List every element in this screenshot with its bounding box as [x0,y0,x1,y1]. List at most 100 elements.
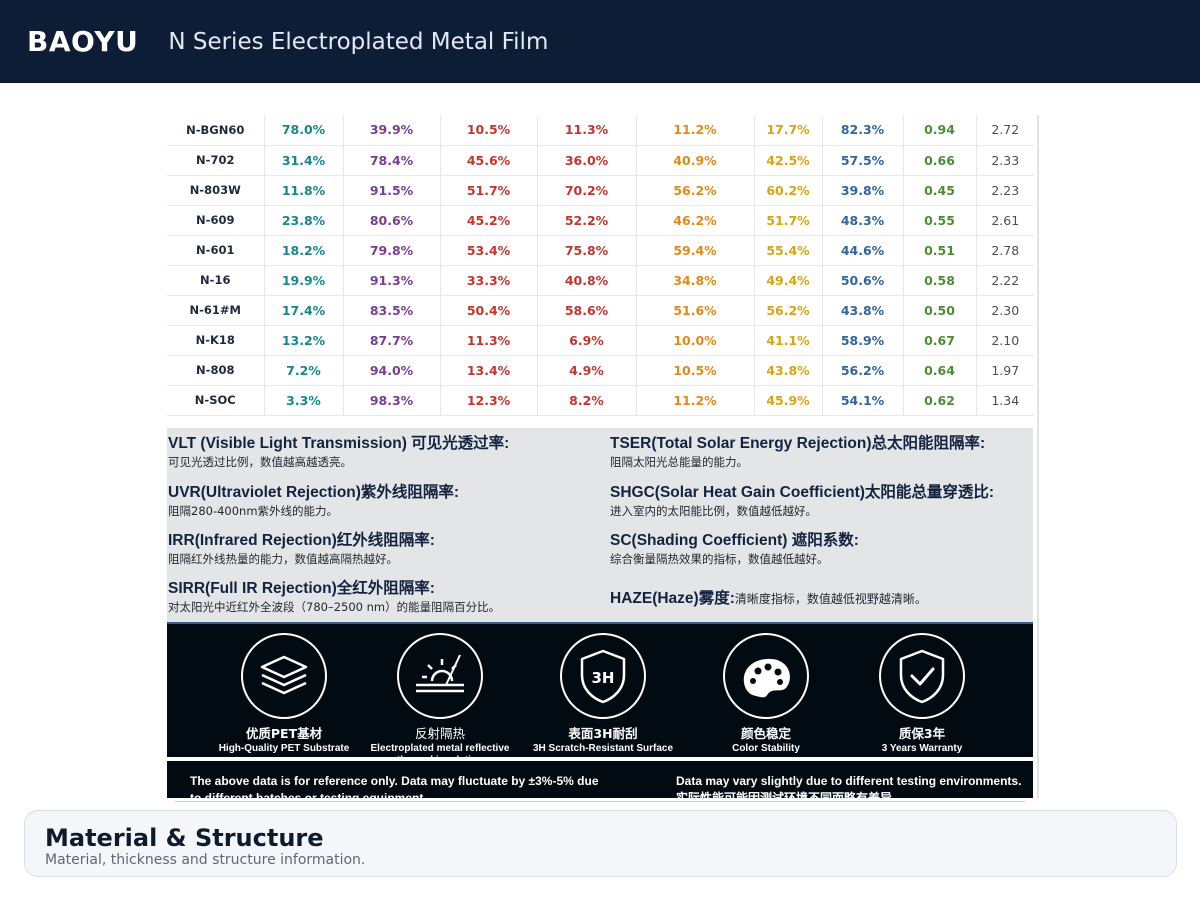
cell-vlt: 19.9% [264,265,344,296]
divider [175,801,1025,802]
cell-sirr: 4.9% [537,355,637,386]
cell-vlt: 3.3% [264,385,344,416]
cell-irr: 12.3% [440,385,538,416]
cell-shgc: 17.7% [754,115,823,146]
cell-sirr: 6.9% [537,325,637,356]
cell-sirr: 52.2% [537,205,637,236]
cell-haze: 0.94 [903,115,977,146]
cell-sc: 56.2% [822,355,904,386]
cell-vlt: 17.4% [264,295,344,326]
cell-model: N-BGN60 [167,115,265,146]
cell-irr: 50.4% [440,295,538,326]
brand-logo[interactable]: BAOYU [27,25,139,58]
definition-title: VLT (Visible Light Transmission) 可见光透过率: [168,435,510,452]
cell-uvr: 79.8% [343,235,441,266]
feature-color-stability: 颜色稳定 Color Stability [681,624,851,755]
cell-col9: 2.23 [976,175,1034,206]
definition-desc: 可见光透过比例，数值越高越透亮。 [168,455,352,469]
cell-sirr: 36.0% [537,145,637,176]
definition-desc: 清晰度指标，数值越低视野越清晰。 [734,592,927,606]
definition-term: HAZE(Haze)雾度: [610,590,735,607]
shield-3h-label: 3H [592,669,615,687]
cell-sirr: 8.2% [537,385,637,416]
cell-sc: 43.8% [822,295,904,326]
disclaimer-right-zh: 实际性能可能因测试环境不同而略有差异。 [676,791,905,798]
cell-vlt: 23.8% [264,205,344,236]
cell-sc: 39.8% [822,175,904,206]
layers-icon [241,633,327,719]
top-bar: BAOYU N Series Electroplated Metal Film [0,0,1200,83]
cell-tser: 51.6% [636,295,755,326]
cell-vlt: 31.4% [264,145,344,176]
cell-tser: 11.2% [636,385,755,416]
definition-desc: 进入室内的太阳能比例，数值越低越好。 [610,504,817,518]
cell-uvr: 80.6% [343,205,441,236]
cell-shgc: 56.2% [754,295,823,326]
cell-sc: 50.6% [822,265,904,296]
cell-model: N-K18 [167,325,265,356]
cell-shgc: 45.9% [754,385,823,416]
definition-title: IRR(Infrared Rejection)红外线阻隔率: [168,532,435,549]
disclaimer-left: The above data is for reference only. Da… [190,774,599,798]
cell-model: N-803W [167,175,265,206]
cell-haze: 0.67 [903,325,977,356]
cell-uvr: 98.3% [343,385,441,416]
feature-label-zh: 优质PET基材 [245,726,323,741]
cell-uvr: 87.7% [343,325,441,356]
cell-sc: 44.6% [822,235,904,266]
cell-shgc: 41.1% [754,325,823,356]
cell-model: N-61#M [167,295,265,326]
definition-title: UVR(Ultraviolet Rejection)紫外线阻隔率: [168,484,460,501]
cell-irr: 33.3% [440,265,538,296]
table-row: N-61#M 17.4% 83.5% 50.4% 58.6% 51.6% 56.2% 43.8… [167,295,1034,326]
section-subtitle: Material, thickness and structure inform… [45,852,366,868]
page-title: N Series Electroplated Metal Film [168,28,549,55]
feature-label-zh: 反射隔热 [414,726,465,741]
cell-tser: 59.4% [636,235,755,266]
feature-label-en: 3H Scratch-Resistant Surface [532,743,674,754]
cell-uvr: 83.5% [343,295,441,326]
cell-sirr: 58.6% [537,295,637,326]
table-row: N-609 23.8% 80.6% 45.2% 52.2% 46.2% 51.7% 48.3%… [167,205,1034,236]
definition-desc: 阻隔红外线热量的能力，数值越高隔热越好。 [168,552,398,566]
section-title: Material & Structure [45,824,324,852]
table-row: N-803W 11.8% 91.5% 51.7% 70.2% 56.2% 60.2% 39.8… [167,175,1034,206]
cell-irr: 53.4% [440,235,538,266]
cell-haze: 0.55 [903,205,977,236]
cell-vlt: 13.2% [264,325,344,356]
cell-model: N-808 [167,355,265,386]
feature-reflective-insulation: 反射隔热 Electroplated metal reflective ther… [355,624,525,767]
definition-sirr: SIRR(Full IR Rejection)全红外阻隔率: 对太阳光中近红外全… [168,579,588,615]
cell-shgc: 49.4% [754,265,823,296]
definition-sc: SC(Shading Coefficient) 遮阳系数: 综合衡量隔热效果的指… [610,531,1030,567]
shield-check-icon [879,633,965,719]
definition-shgc: SHGC(Solar Heat Gain Coefficient)太阳能总量穿透… [610,483,1030,519]
cell-col9: 2.10 [976,325,1034,356]
cell-sc: 54.1% [822,385,904,416]
cell-col9: 1.34 [976,385,1034,416]
feature-label-zh: 颜色稳定 [740,726,791,741]
cell-tser: 10.0% [636,325,755,356]
definition-title: SC(Shading Coefficient) 遮阳系数: [610,532,859,549]
definition-title: HAZE(Haze)雾度:清晰度指标，数值越低视野越清晰。 [610,589,1030,609]
shield-3h-icon: 3H [560,633,646,719]
definition-tser: TSER(Total Solar Energy Rejection)总太阳能阻隔… [610,434,1030,470]
cell-irr: 45.2% [440,205,538,236]
cell-tser: 40.9% [636,145,755,176]
section-card[interactable]: Material & Structure Material, thickness… [24,810,1177,877]
cell-irr: 13.4% [440,355,538,386]
definition-vlt: VLT (Visible Light Transmission) 可见光透过率:… [168,434,588,470]
cell-uvr: 94.0% [343,355,441,386]
cell-model: N-702 [167,145,265,176]
palette-icon [723,633,809,719]
cell-shgc: 55.4% [754,235,823,266]
cell-irr: 11.3% [440,325,538,356]
cell-sirr: 70.2% [537,175,637,206]
feature-label-en: High-Quality PET Substrate [218,743,350,754]
cell-tser: 34.8% [636,265,755,296]
cell-tser: 11.2% [636,115,755,146]
definition-title: SHGC(Solar Heat Gain Coefficient)太阳能总量穿透… [610,484,995,501]
table-row: N-808 7.2% 94.0% 13.4% 4.9% 10.5% 43.8% 56.2% 0.… [167,355,1034,386]
cell-sirr: 75.8% [537,235,637,266]
disclaimer-right-en: Data may vary slightly due to different … [676,774,1022,788]
